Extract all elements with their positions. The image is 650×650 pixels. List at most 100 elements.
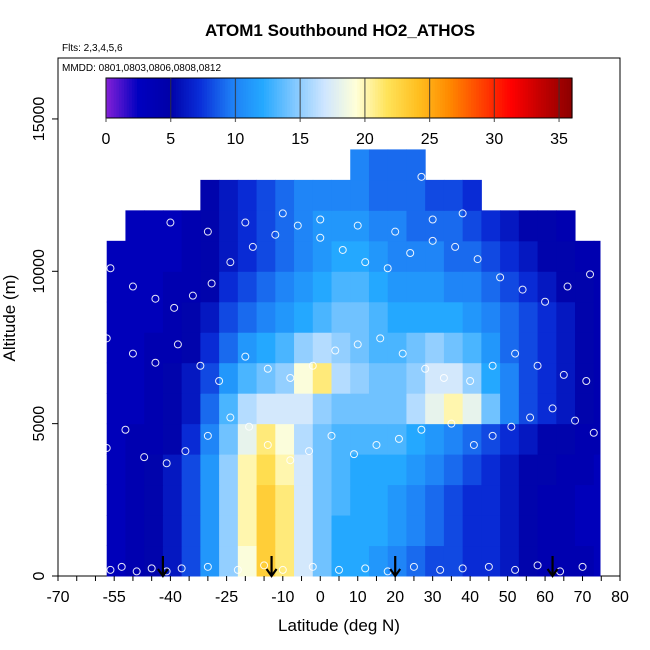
heatmap-cell: [425, 179, 445, 211]
heatmap-cell: [106, 240, 126, 272]
heatmap-cell: [462, 545, 482, 577]
heatmap-cell: [387, 423, 407, 455]
colorbar-step: [227, 78, 231, 118]
heatmap-cell: [350, 545, 370, 577]
colorbar-step: [155, 78, 159, 118]
x-tick-label: 40: [461, 589, 479, 606]
colorbar-step: [517, 78, 521, 118]
heatmap-cell: [575, 240, 595, 272]
heatmap-cell: [350, 454, 370, 486]
heatmap-cell: [219, 545, 239, 577]
heatmap-cell: [237, 393, 258, 425]
heatmap-cell: [406, 179, 426, 211]
heatmap-cell: [256, 423, 276, 455]
heatmap-cell: [368, 393, 389, 425]
data-point: [308, 562, 317, 571]
heatmap-cell: [125, 210, 145, 242]
heatmap-cell: [350, 423, 370, 455]
heatmap-cell: [294, 362, 314, 394]
heatmap-cell: [500, 423, 520, 455]
heatmap-cell: [181, 301, 201, 333]
heatmap-cell: [162, 240, 183, 272]
colorbar-step: [566, 78, 571, 118]
colorbar-step: [129, 78, 133, 118]
colorbar-step: [520, 78, 524, 118]
data-point: [447, 419, 456, 428]
arrow-head: [157, 568, 169, 578]
heatmap-cell: [294, 515, 314, 547]
heatmap-cell: [518, 423, 539, 455]
heatmap-cell: [275, 332, 295, 364]
colorbar-step: [527, 78, 532, 118]
data-point: [151, 358, 160, 367]
colorbar-step: [331, 78, 335, 118]
heatmap-cell: [275, 210, 295, 242]
colorbar-step: [458, 78, 462, 118]
heatmap-cell: [350, 393, 370, 425]
heatmap-cell: [181, 545, 201, 577]
heatmap-cell: [387, 515, 407, 547]
heatmap-cell: [162, 515, 183, 547]
data-point: [177, 564, 186, 573]
heatmap-cell: [219, 240, 239, 272]
colorbar-step: [538, 78, 542, 118]
heatmap-cell: [575, 484, 595, 516]
heatmap-cell: [144, 515, 164, 547]
heatmap-cell: [443, 484, 464, 516]
heatmap-cell: [294, 454, 314, 486]
colorbar-step: [175, 78, 180, 118]
heatmap-cell: [387, 332, 407, 364]
heatmap-cell: [387, 393, 407, 425]
heatmap-cell: [368, 484, 389, 516]
heatmap-cell: [162, 545, 183, 577]
heatmap-cell: [106, 454, 126, 486]
data-point: [233, 565, 242, 574]
heatmap-cell: [219, 393, 239, 425]
heatmap-cell: [219, 484, 239, 516]
colorbar-step: [408, 78, 413, 118]
arrow-head: [265, 568, 278, 578]
colorbar-step: [359, 78, 363, 118]
data-point: [102, 444, 111, 453]
colorbar-step: [305, 78, 309, 118]
heatmap-cell: [200, 393, 220, 425]
x-tick-label: -10: [271, 589, 294, 606]
heatmap-cell: [556, 271, 576, 303]
heatmap-cell: [575, 515, 595, 547]
heatmap-cell: [312, 423, 333, 455]
heatmap-cell: [425, 271, 445, 303]
x-tick-label: 50: [499, 589, 517, 606]
data-point: [170, 303, 179, 312]
colorbar-step: [258, 78, 262, 118]
colorbar-step: [310, 78, 314, 118]
data-point: [469, 440, 478, 449]
heatmap-cell: [256, 454, 276, 486]
data-point: [488, 431, 497, 440]
heatmap-cell: [406, 301, 426, 333]
colorbar-step: [313, 78, 317, 118]
heatmap-cell: [406, 149, 426, 181]
heatmap-cell: [237, 484, 258, 516]
colorbar-step: [126, 78, 130, 118]
data-point: [331, 346, 340, 355]
colorbar-ticks: 0 5 10 15 20 25 30 35: [102, 78, 568, 148]
colorbar-tick-label: 15: [291, 131, 309, 148]
heatmap-cell: [368, 149, 389, 181]
colorbar-step: [393, 78, 397, 118]
colorbar-step: [388, 78, 392, 118]
heatmap-cell: [537, 271, 557, 303]
heatmap-cell: [200, 545, 220, 577]
heatmap-cell: [368, 240, 389, 272]
colorbar-step: [209, 78, 213, 118]
heatmap-cell: [106, 393, 126, 425]
heatmap-cell: [518, 515, 539, 547]
data-point: [563, 282, 572, 291]
heatmap-cell: [144, 484, 164, 516]
colorbar-step: [424, 78, 428, 118]
colorbar-step: [491, 78, 495, 118]
heatmap-cell: [162, 271, 183, 303]
colorbar-step: [530, 78, 534, 118]
data-point: [173, 340, 182, 349]
colorbar-step: [447, 78, 451, 118]
heatmap-cell: [181, 332, 201, 364]
